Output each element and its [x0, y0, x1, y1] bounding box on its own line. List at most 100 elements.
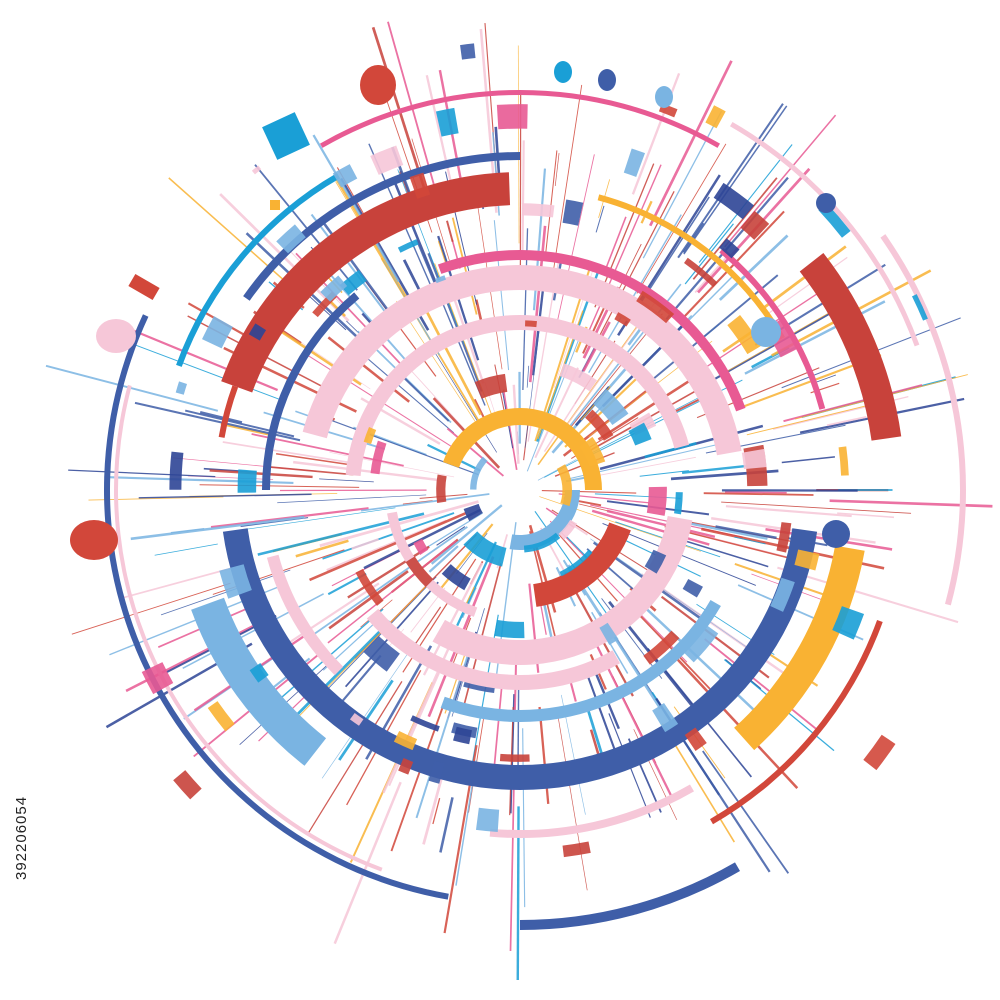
ray	[672, 536, 769, 568]
arc-segment	[363, 635, 400, 672]
ray	[446, 220, 454, 243]
ray	[199, 484, 360, 488]
ray	[199, 411, 243, 424]
ray	[277, 494, 427, 504]
arc-band	[509, 490, 580, 550]
ray	[327, 540, 457, 644]
ray	[526, 329, 583, 472]
ray	[673, 654, 799, 789]
arc-band	[218, 385, 239, 438]
ray	[777, 566, 959, 624]
ray	[321, 641, 417, 779]
arc-segment	[398, 758, 414, 775]
arc-segment	[705, 105, 726, 129]
ray	[826, 416, 867, 427]
ray	[276, 452, 347, 465]
ray	[425, 74, 454, 192]
arc-segment	[428, 760, 445, 784]
arc-segment	[643, 630, 680, 665]
ray	[308, 526, 468, 639]
arc-segment	[141, 662, 174, 695]
ray	[715, 525, 777, 540]
arc-segment	[248, 323, 267, 341]
ray	[615, 243, 642, 297]
ray	[638, 196, 710, 307]
ray	[402, 500, 433, 505]
arc-segment	[713, 182, 755, 220]
arc-segment	[276, 224, 306, 254]
arc-segment	[355, 568, 384, 606]
ray	[534, 367, 579, 459]
ray	[45, 364, 219, 412]
ray	[704, 638, 817, 730]
arc-band	[533, 522, 631, 607]
arc-segment	[741, 448, 767, 470]
arc-segment	[463, 531, 507, 567]
ray	[415, 240, 486, 406]
ray	[783, 384, 923, 423]
ray	[781, 456, 835, 464]
arc-segment	[556, 464, 573, 507]
ray	[721, 501, 912, 514]
arc-band	[489, 784, 694, 839]
arc-band	[719, 247, 826, 410]
arc-segment	[453, 726, 472, 745]
ray	[464, 586, 475, 606]
arc-segment	[173, 770, 202, 800]
ray	[387, 21, 436, 188]
arc-segment	[523, 532, 561, 553]
arc-band	[520, 862, 740, 930]
arc-segment	[463, 681, 495, 694]
arc-segment	[249, 663, 269, 683]
ray	[310, 213, 391, 319]
ray	[138, 493, 312, 499]
ray	[295, 539, 349, 558]
ray	[154, 543, 218, 556]
ray	[104, 475, 294, 485]
arc-segment	[320, 275, 348, 302]
side-label: 392206054	[13, 796, 30, 880]
arc-segment	[434, 275, 446, 284]
arc-segment	[559, 363, 598, 392]
ray	[106, 333, 285, 402]
ray	[220, 422, 274, 437]
arc-segment	[684, 257, 718, 288]
arc-segment	[585, 409, 614, 441]
ray	[264, 465, 354, 476]
ray	[388, 672, 440, 787]
ray	[328, 570, 409, 630]
ray	[703, 492, 814, 496]
arc-segment	[719, 238, 740, 259]
ray	[683, 105, 788, 255]
arc-segment	[219, 564, 252, 599]
ray	[309, 511, 467, 582]
ray	[524, 318, 541, 448]
arc-segment	[559, 549, 593, 577]
arc-segment	[770, 577, 795, 612]
ray	[677, 731, 771, 873]
arc-segment	[441, 564, 471, 591]
ray	[411, 606, 442, 649]
ray	[428, 545, 459, 573]
arc-band	[387, 511, 478, 617]
ray	[544, 150, 558, 257]
arc-segment	[370, 440, 387, 475]
arc-segment	[332, 164, 358, 188]
arc-segment	[579, 436, 606, 467]
ray	[182, 593, 324, 669]
ray	[338, 654, 382, 706]
arc-band	[442, 408, 602, 490]
ray	[347, 545, 430, 599]
arc-segment	[475, 807, 500, 832]
square	[270, 200, 280, 210]
ray	[725, 491, 787, 494]
arc-segment	[683, 624, 719, 663]
arc-band	[345, 314, 690, 477]
ray	[537, 459, 577, 481]
ray	[439, 797, 454, 853]
ray	[606, 509, 716, 538]
ray	[702, 750, 790, 874]
ray	[398, 372, 450, 422]
